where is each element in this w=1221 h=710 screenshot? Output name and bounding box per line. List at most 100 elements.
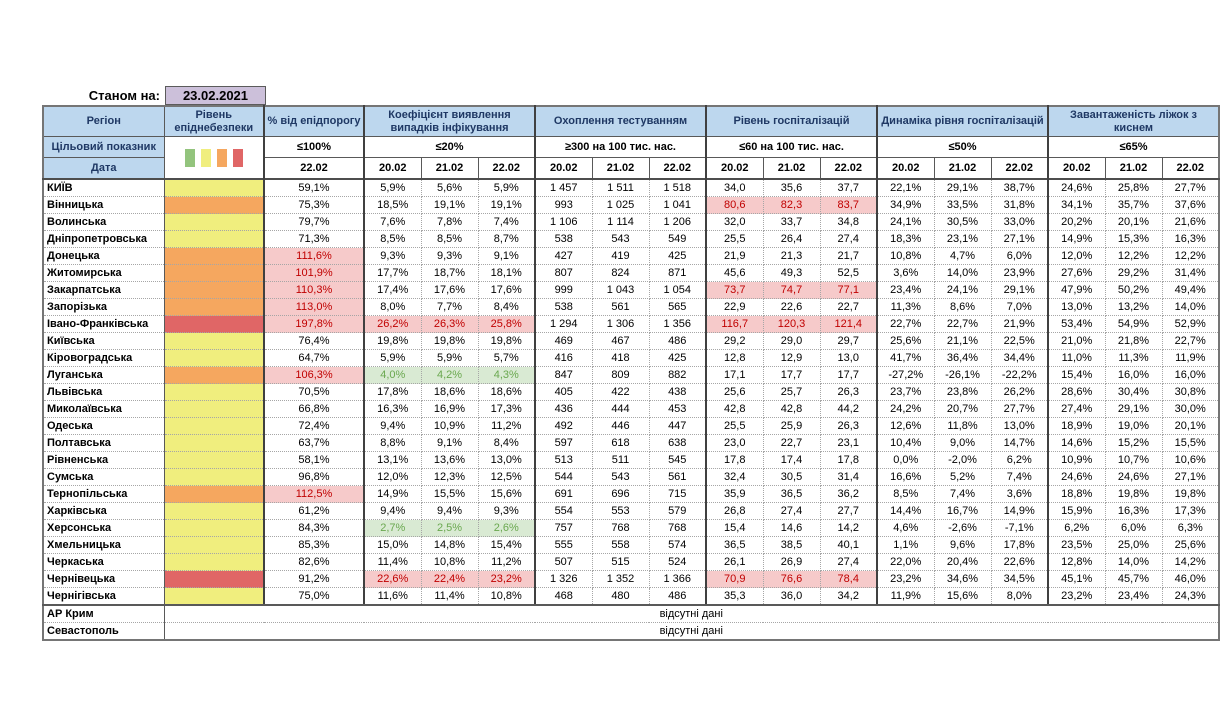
value-cell: 25,8% [478,315,536,333]
value-cell: 76,6 [763,570,821,588]
value-cell: 5,9% [421,349,479,367]
value-cell: 1 326 [534,570,593,588]
value-cell: 17,4% [363,281,422,299]
date-header: 22.02 [990,157,1049,180]
value-cell: 4,3% [478,366,536,384]
value-cell: 15,5% [421,485,479,503]
value-cell: 34,2 [820,587,878,606]
value-cell: 25,5 [705,230,764,248]
value-cell: 7,8% [421,213,479,231]
danger-level-cell [164,264,265,282]
value-cell: 9,0% [934,434,992,452]
value-cell: 15,0% [363,536,422,554]
date-header: 20.02 [534,157,593,180]
danger-level-cell [164,179,265,197]
value-cell: 22,7% [876,315,935,333]
value-cell: 1 518 [649,179,707,197]
table-row: Чернівецька 91,2% 22,6% 22,4% 23,2% 1 326 1 35… [43,570,1220,588]
value-cell: 70,9 [705,570,764,588]
value-cell: 486 [649,587,707,606]
danger-level-cell [164,451,265,469]
table-row: Чернігівська 75,0% 11,6% 11,4% 10,8% 468 480 48… [43,587,1220,606]
value-cell: 12,8% [1047,553,1106,571]
as-of-bar: Станом на: 23.02.2021 [42,86,266,105]
value-cell: 20,1% [1162,417,1220,435]
value-cell: 18,6% [478,383,536,401]
value-cell: 27,4 [820,553,878,571]
value-cell: 49,3 [763,264,821,282]
date-header: 21.02 [591,157,650,180]
value-cell: 553 [592,502,650,520]
value-cell: 12,0% [363,468,422,486]
value-cell: -22,2% [991,366,1049,384]
date-header: 21.02 [762,157,821,180]
table-row: Хмельницька 85,3% 15,0% 14,8% 15,4% 555 558 574… [43,536,1220,554]
value-cell: 8,0% [363,298,422,316]
value-cell: 24,6% [1105,468,1163,486]
value-cell: 11,4% [363,553,422,571]
header-row-targets: Цільовий показник ≤100% ≤20% ≥300 на 100… [42,136,1220,180]
value-cell: 14,8% [421,536,479,554]
target-row-label: Цільовий показник [42,136,165,158]
danger-level-cell [164,315,265,333]
value-cell: 15,4% [478,536,536,554]
value-cell: 47,9% [1047,281,1106,299]
value-cell: 809 [592,366,650,384]
table-row: Житомирська 101,9% 17,7% 18,7% 18,1% 807 824 87… [43,264,1220,282]
value-cell: 19,8% [421,332,479,350]
value-cell: 1 356 [649,315,707,333]
value-cell: 22,5% [991,332,1049,350]
value-cell: 18,6% [421,383,479,401]
value-cell: 1 054 [649,281,707,299]
region-name: Одеська [43,417,165,435]
value-cell: 11,0% [1047,349,1106,367]
value-cell: 17,7 [763,366,821,384]
value-cell: 807 [534,264,593,282]
value-cell: 4,0% [363,366,422,384]
value-cell: 116,7 [705,315,764,333]
value-cell: 91,2% [263,570,365,588]
value-cell: 1 366 [649,570,707,588]
danger-level-cell [164,383,265,401]
value-cell: 544 [534,468,593,486]
value-cell: 13,0% [478,451,536,469]
value-cell: 7,0% [991,298,1049,316]
value-cell: 574 [649,536,707,554]
value-cell: 882 [649,366,707,384]
value-cell: 23,4% [876,281,935,299]
value-cell: 26,1 [705,553,764,571]
value-cell: 17,8% [363,383,422,401]
value-cell: 13,0% [991,417,1049,435]
region-name: Чернівецька [43,570,165,588]
value-cell: 101,9% [263,264,365,282]
value-cell: -2,6% [934,519,992,537]
epidemic-indicators-table: Регіон Рівень епіднебезпеки % від епідпо… [42,105,1220,641]
date-header: 20.02 [363,157,422,180]
value-cell: 5,6% [421,179,479,197]
value-cell: 44,2 [820,400,878,418]
value-cell: 12,3% [421,468,479,486]
value-cell: 558 [592,536,650,554]
value-cell: 6,2% [1047,519,1106,537]
value-cell: 80,6 [705,196,764,214]
table-row: Вінницька 75,3% 18,5% 19,1% 19,1% 993 1 025 1 0… [43,196,1220,214]
value-cell: 74,7 [763,281,821,299]
value-cell: 444 [592,400,650,418]
value-cell: 9,1% [478,247,536,265]
value-cell: 54,9% [1105,315,1163,333]
value-cell: 25,9 [763,417,821,435]
value-cell: 25,7 [763,383,821,401]
value-cell: 30,8% [1162,383,1220,401]
value-cell: 66,8% [263,400,365,418]
value-cell: 554 [534,502,593,520]
value-cell: 561 [592,298,650,316]
value-cell: 14,9% [363,485,422,503]
value-cell: 8,4% [478,298,536,316]
value-cell: 17,7% [363,264,422,282]
danger-level-cell [164,417,265,435]
value-cell: 42,8 [705,400,764,418]
value-cell: 538 [534,298,593,316]
value-cell: 6,0% [1105,519,1163,537]
danger-level-cell [164,519,265,537]
value-cell: 15,2% [1105,434,1163,452]
